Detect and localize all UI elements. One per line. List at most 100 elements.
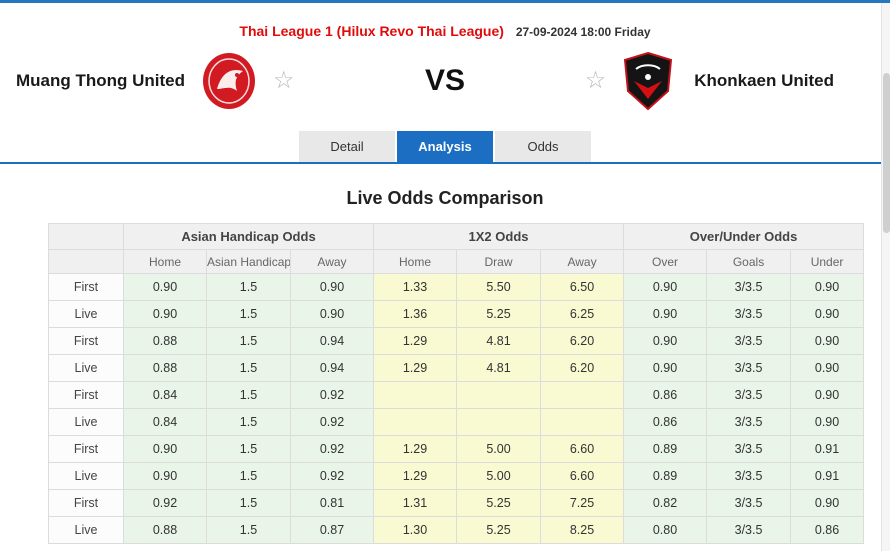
- row-label: Live: [48, 408, 124, 436]
- home-team-block: Muang Thong United ☆: [16, 51, 415, 111]
- group-asian-handicap: Asian Handicap Odds: [123, 223, 374, 250]
- col-ou-goals: Goals: [706, 249, 792, 274]
- scrollbar-thumb[interactable]: [883, 73, 890, 233]
- ah-line-cell: 1.5: [206, 381, 291, 409]
- row-label: Live: [48, 516, 124, 544]
- group-1x2: 1X2 Odds: [372, 223, 625, 250]
- row-label: Live: [48, 300, 124, 328]
- ou-under-cell: 0.86: [790, 516, 865, 544]
- x12-draw-cell: 5.25: [456, 489, 541, 517]
- ah-line-cell: 1.5: [206, 435, 291, 463]
- ou-over-cell: 0.90: [623, 273, 708, 301]
- tab-odds[interactable]: Odds: [495, 131, 591, 162]
- ou-over-cell: 0.80: [623, 516, 708, 544]
- x12-away-cell: 6.20: [539, 327, 625, 355]
- ou-over-cell: 0.90: [623, 327, 708, 355]
- x12-away-cell: 6.20: [539, 354, 625, 382]
- ah-away-cell: 0.87: [290, 516, 374, 544]
- match-header-line: Thai League 1 (Hilux Revo Thai League) 2…: [0, 3, 890, 39]
- ah-home-cell: 0.92: [123, 489, 207, 517]
- group-header-row: Asian Handicap Odds 1X2 Odds Over/Under …: [48, 223, 865, 250]
- tab-detail[interactable]: Detail: [299, 131, 395, 162]
- table-row: Live 0.84 1.5 0.92 0.86 3/3.5 0.90: [48, 408, 865, 436]
- row-label: Live: [48, 354, 124, 382]
- x12-away-cell: 8.25: [539, 516, 625, 544]
- ah-line-cell: 1.5: [206, 516, 291, 544]
- ah-home-cell: 0.88: [123, 516, 207, 544]
- col-ou-under: Under: [790, 249, 865, 274]
- home-favorite-star-icon[interactable]: ☆: [273, 67, 295, 94]
- x12-draw-cell: 4.81: [456, 327, 541, 355]
- x12-draw-cell: 5.00: [456, 462, 541, 490]
- x12-away-cell: 6.60: [539, 462, 625, 490]
- teams-row: Muang Thong United ☆ VS ☆ Khonkaen Unite…: [0, 51, 890, 111]
- row-label: First: [48, 327, 124, 355]
- ah-line-cell: 1.5: [206, 327, 291, 355]
- ah-home-cell: 0.84: [123, 408, 207, 436]
- ah-home-cell: 0.84: [123, 381, 207, 409]
- sub-header-row: Home Asian Handicap Away Home Draw Away …: [48, 249, 865, 274]
- x12-home-cell: 1.33: [373, 273, 457, 301]
- away-team-name: Khonkaen United: [694, 71, 834, 90]
- table-row: First 0.92 1.5 0.81 1.31 5.25 7.25 0.82 …: [48, 489, 865, 517]
- x12-away-cell: 7.25: [539, 489, 625, 517]
- ou-over-cell: 0.86: [623, 381, 708, 409]
- top-accent-border: [0, 0, 890, 3]
- x12-away-cell: 6.60: [539, 435, 625, 463]
- x12-draw-cell: 4.81: [456, 354, 541, 382]
- ou-under-cell: 0.90: [790, 327, 865, 355]
- x12-home-cell: 1.29: [373, 354, 457, 382]
- live-odds-table: Asian Handicap Odds 1X2 Odds Over/Under …: [48, 223, 865, 544]
- ou-over-cell: 0.90: [623, 354, 708, 382]
- home-team-name: Muang Thong United: [16, 71, 186, 90]
- x12-home-cell: 1.36: [373, 300, 457, 328]
- row-label: First: [48, 381, 124, 409]
- x12-away-cell: 6.25: [539, 300, 625, 328]
- corner-cell-2: [48, 249, 124, 274]
- table-row: First 0.84 1.5 0.92 0.86 3/3.5 0.90: [48, 381, 865, 409]
- table-row: First 0.90 1.5 0.92 1.29 5.00 6.60 0.89 …: [48, 435, 865, 463]
- ah-line-cell: 1.5: [206, 489, 291, 517]
- ou-goals-cell: 3/3.5: [706, 489, 792, 517]
- ou-goals-cell: 3/3.5: [706, 408, 792, 436]
- x12-draw-cell: [456, 408, 541, 436]
- ou-over-cell: 0.90: [623, 300, 708, 328]
- away-favorite-star-icon[interactable]: ☆: [584, 67, 607, 94]
- group-over-under: Over/Under Odds: [623, 223, 865, 250]
- ou-over-cell: 0.89: [623, 435, 708, 463]
- col-ah-away: Away: [290, 249, 374, 274]
- ah-away-cell: 0.81: [290, 489, 374, 517]
- x12-draw-cell: [456, 381, 541, 409]
- x12-home-cell: 1.29: [373, 435, 457, 463]
- col-ah-home: Home: [123, 249, 207, 274]
- ah-away-cell: 0.92: [290, 462, 374, 490]
- ah-home-cell: 0.88: [123, 354, 207, 382]
- ou-under-cell: 0.90: [790, 381, 865, 409]
- ou-goals-cell: 3/3.5: [706, 273, 792, 301]
- table-row: First 0.88 1.5 0.94 1.29 4.81 6.20 0.90 …: [48, 327, 865, 355]
- ah-home-cell: 0.90: [123, 435, 207, 463]
- ah-away-cell: 0.90: [290, 273, 374, 301]
- ou-over-cell: 0.86: [623, 408, 708, 436]
- table-row: Live 0.88 1.5 0.94 1.29 4.81 6.20 0.90 3…: [48, 354, 865, 382]
- ah-away-cell: 0.92: [290, 408, 374, 436]
- col-ou-over: Over: [623, 249, 708, 274]
- match-datetime: 27-09-2024 18:00 Friday: [515, 25, 651, 39]
- table-row: Live 0.90 1.5 0.92 1.29 5.00 6.60 0.89 3…: [48, 462, 865, 490]
- ou-under-cell: 0.91: [790, 462, 865, 490]
- table-row: Live 0.88 1.5 0.87 1.30 5.25 8.25 0.80 3…: [48, 516, 865, 544]
- x12-draw-cell: 5.25: [456, 516, 541, 544]
- row-label: First: [48, 489, 124, 517]
- ah-home-cell: 0.90: [123, 273, 207, 301]
- ou-goals-cell: 3/3.5: [706, 435, 792, 463]
- ou-under-cell: 0.90: [790, 489, 865, 517]
- x12-away-cell: [539, 381, 625, 409]
- corner-cell: [48, 223, 124, 250]
- ou-under-cell: 0.90: [790, 300, 865, 328]
- vertical-scrollbar[interactable]: [881, 3, 890, 551]
- ah-away-cell: 0.94: [290, 327, 374, 355]
- tab-analysis[interactable]: Analysis: [397, 131, 493, 162]
- league-title: Thai League 1 (Hilux Revo Thai League): [239, 23, 504, 39]
- vs-label: VS: [424, 64, 466, 97]
- ah-away-cell: 0.94: [290, 354, 374, 382]
